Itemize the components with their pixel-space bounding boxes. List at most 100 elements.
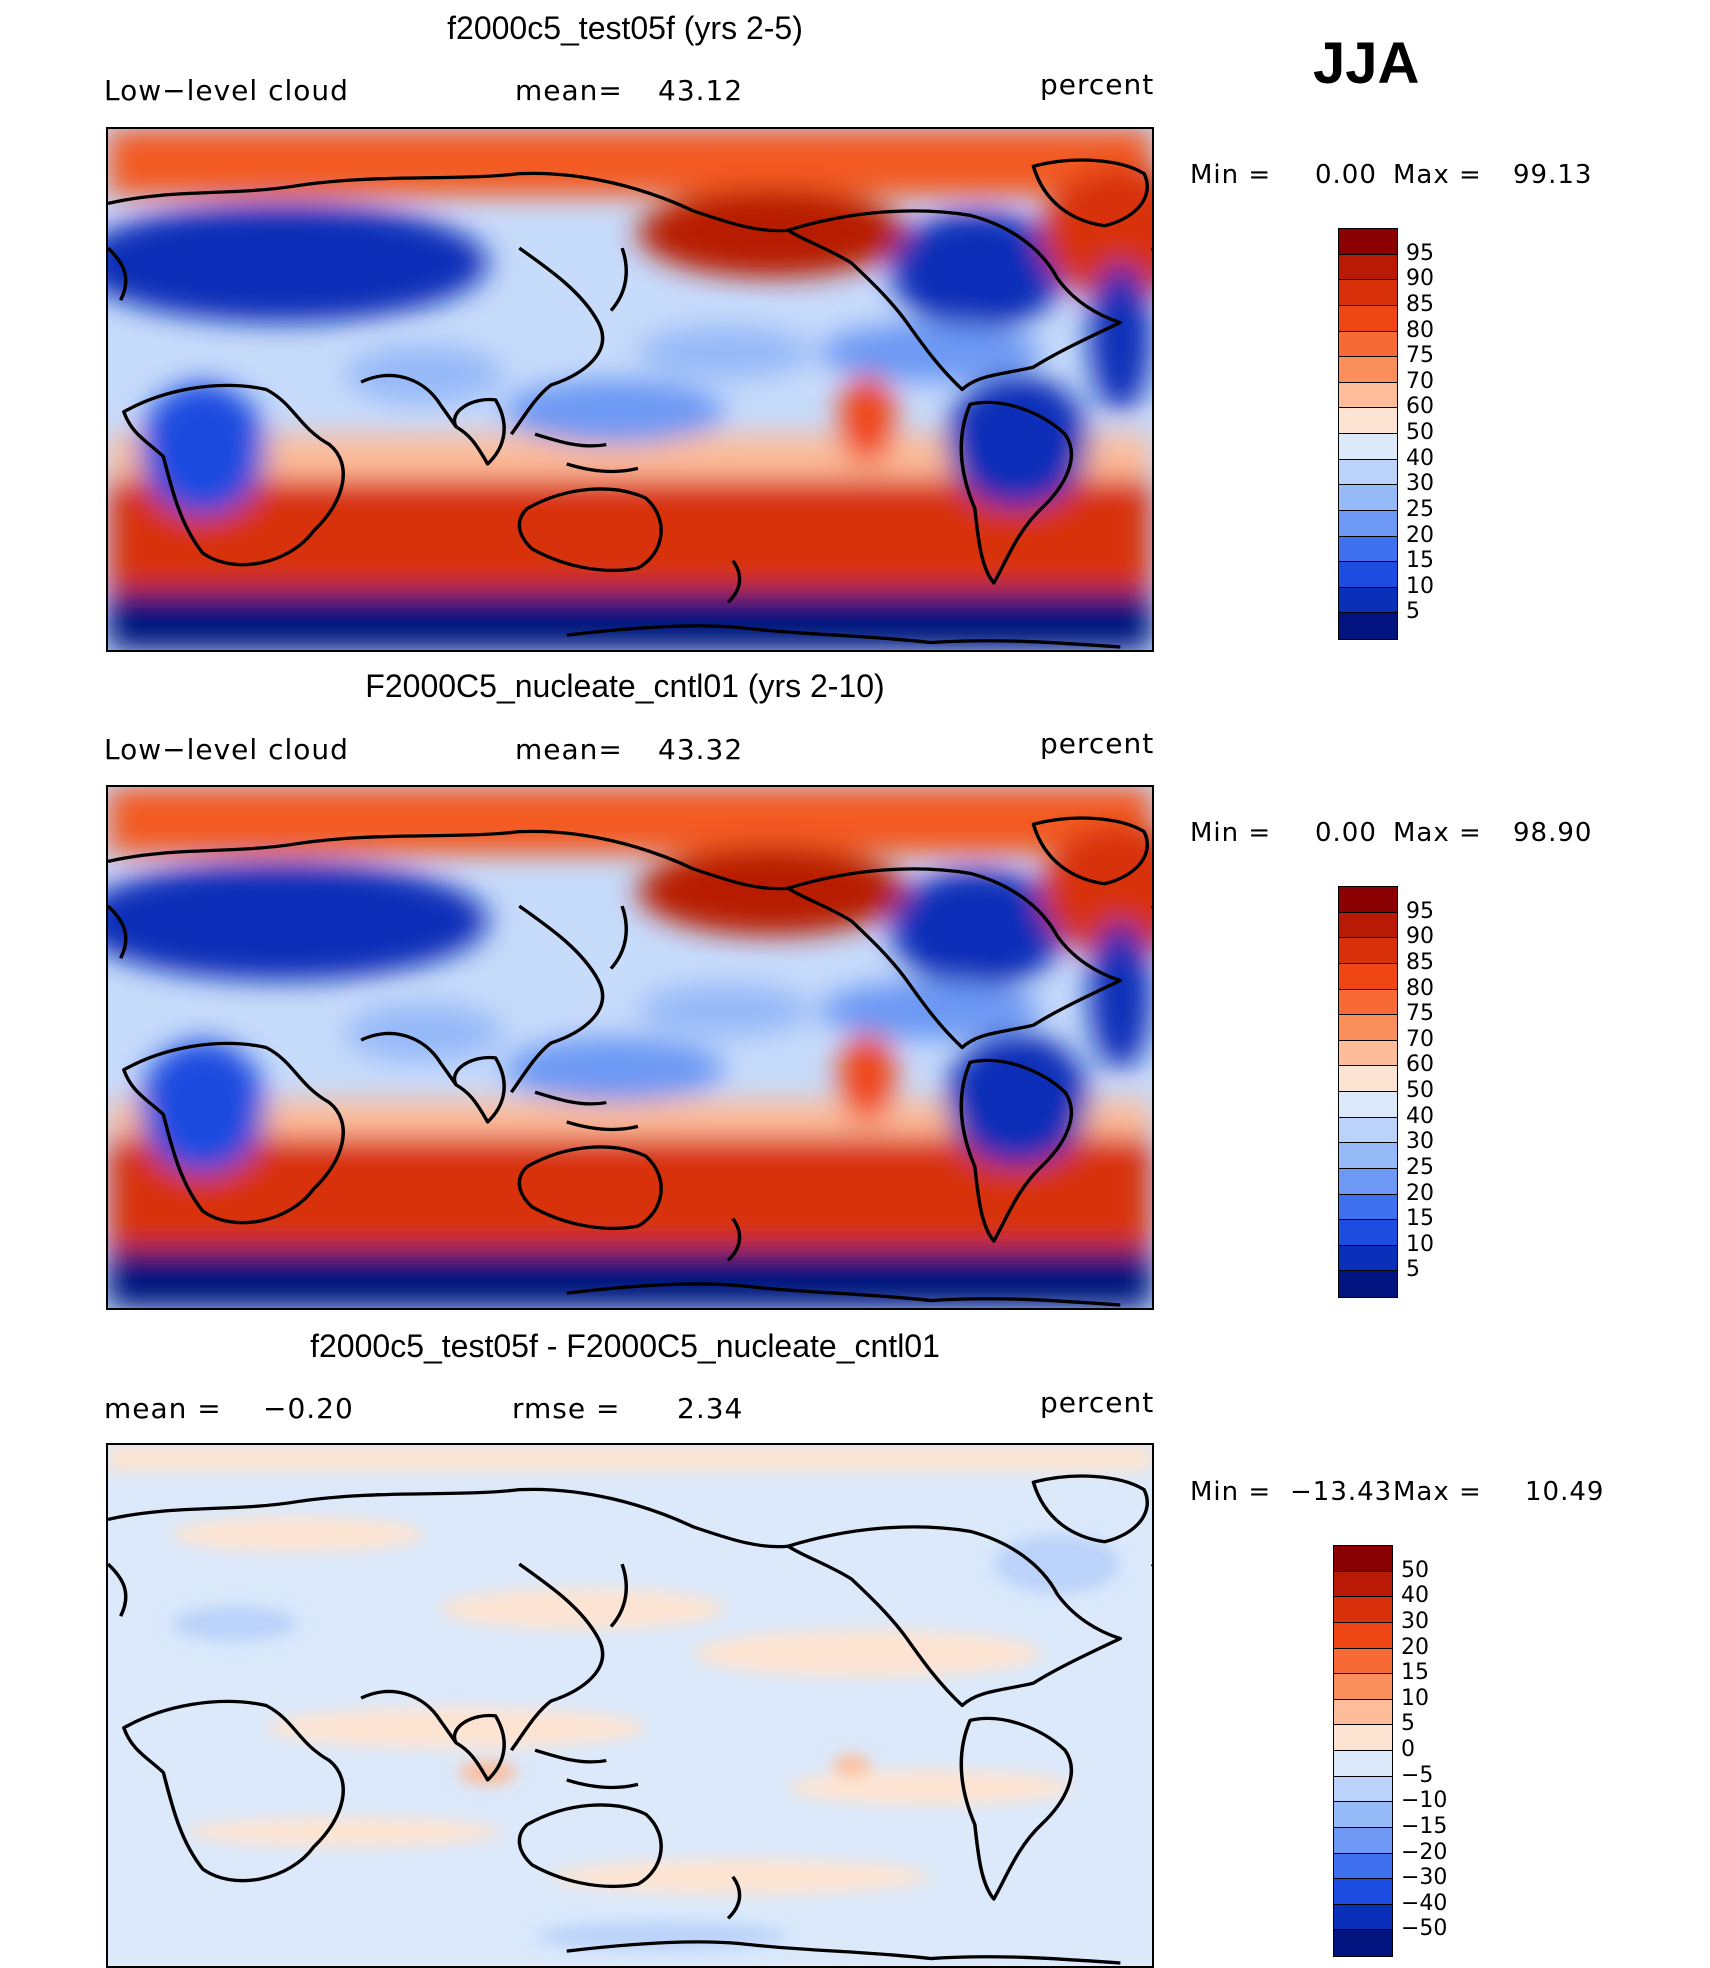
- colorbar-box: [1339, 1143, 1397, 1169]
- colorbar-box: [1334, 1725, 1392, 1751]
- colorbar-box: [1339, 912, 1397, 939]
- colorbar-tick-label: 10: [1406, 573, 1434, 599]
- colorbar-tick-label: 5: [1401, 1711, 1415, 1737]
- colorbar-box: [1334, 1674, 1392, 1700]
- season-label: JJA: [1313, 31, 1420, 96]
- panel2-variable-label: Low−level cloud: [104, 733, 349, 766]
- colorbar-box: [1339, 1092, 1397, 1118]
- panel2-min-label: Min =: [1190, 818, 1272, 848]
- panel2-title: F2000C5_nucleate_cntl01 (yrs 2-10): [365, 668, 885, 704]
- panel1-mean-label: mean=: [515, 74, 623, 107]
- colorbar-tick-label: 90: [1406, 266, 1434, 292]
- colorbar-tick-label: 85: [1406, 949, 1434, 975]
- colorbar-box: [1334, 1879, 1392, 1905]
- colorbar-tick-label: −5: [1401, 1762, 1434, 1788]
- colorbar-box: [1339, 1066, 1397, 1092]
- colorbar-tick-label: 25: [1406, 496, 1434, 522]
- colorbar-box: [1339, 485, 1397, 511]
- colorbar-tick-label: 10: [1406, 1231, 1434, 1257]
- colorbar-box: [1334, 1751, 1392, 1777]
- colorbar-tick-label: 20: [1406, 1180, 1434, 1206]
- colorbar-box: [1339, 280, 1397, 306]
- colorbar-box: [1334, 1597, 1392, 1623]
- colorbar-tick-label: 20: [1406, 522, 1434, 548]
- colorbar-box: [1334, 1853, 1392, 1880]
- panel1-min-label: Min =: [1190, 160, 1272, 190]
- colorbar-box: [1339, 229, 1397, 255]
- panel2-max-label: Max =: [1393, 818, 1482, 848]
- colorbar-box: [1339, 459, 1397, 486]
- colorbar-box: [1339, 1220, 1397, 1246]
- colorbar-tick-label: 5: [1406, 1257, 1420, 1283]
- colorbar-tick-label: 95: [1406, 898, 1434, 924]
- colorbar-box: [1339, 1015, 1397, 1041]
- colorbar-box: [1339, 1245, 1397, 1272]
- panel3-mean-value: −0.20: [263, 1392, 354, 1425]
- colorbar-tick-label: 10: [1401, 1685, 1429, 1711]
- panel2-units: percent: [1040, 727, 1155, 760]
- panel1-title: f2000c5_test05f (yrs 2-5): [447, 10, 803, 46]
- panel2-mean-label: mean=: [515, 733, 623, 766]
- colorbar-box: [1339, 1168, 1397, 1195]
- colorbar-tick-label: −50: [1401, 1916, 1448, 1942]
- colorbar-box: [1339, 536, 1397, 563]
- colorbar-box: [1339, 1117, 1397, 1144]
- colorbar-tick-label: 15: [1406, 548, 1434, 574]
- colorbar-tick-label: 0: [1401, 1737, 1415, 1762]
- colorbar-box: [1339, 963, 1397, 990]
- colorbar-tick-label: 70: [1406, 1026, 1434, 1052]
- colorbar-box: [1334, 1827, 1392, 1854]
- colorbar-box: [1334, 1648, 1392, 1675]
- colorbar-tick-label: 30: [1401, 1608, 1429, 1634]
- panel3-max-value: 10.49: [1525, 1477, 1605, 1507]
- colorbar-box: [1339, 989, 1397, 1016]
- panel3-mean-label: mean =: [104, 1392, 222, 1425]
- colorbar-tick-label: 50: [1406, 420, 1434, 445]
- colorbar-tick-label: 30: [1406, 471, 1434, 497]
- panel1-max-label: Max =: [1393, 160, 1482, 190]
- panel1-mean-value: 43.12: [658, 74, 744, 107]
- colorbar-tick-label: 40: [1406, 445, 1434, 471]
- panel3-rmse-label: rmse =: [512, 1392, 621, 1425]
- panel3-units: percent: [1040, 1386, 1155, 1419]
- colorbar-tick-label: 70: [1406, 368, 1434, 394]
- colorbar-tick-label: 40: [1406, 1103, 1434, 1129]
- panel1-map: [106, 127, 1154, 652]
- panel3-min-value: −13.43: [1290, 1477, 1393, 1507]
- colorbar-box: [1334, 1930, 1392, 1956]
- panel2-max-value: 98.90: [1513, 818, 1593, 848]
- colorbar-box: [1339, 510, 1397, 537]
- panel3-colorbar: [1333, 1545, 1393, 1957]
- panel1-min-value: 0.00: [1315, 160, 1377, 190]
- colorbar-tick-label: 80: [1406, 975, 1434, 1001]
- colorbar-tick-label: 50: [1401, 1557, 1429, 1583]
- colorbar-tick-label: 75: [1406, 1001, 1434, 1027]
- colorbar-tick-label: 80: [1406, 317, 1434, 343]
- panel2-colorbar: [1338, 886, 1398, 1298]
- colorbar-tick-label: −15: [1401, 1813, 1448, 1839]
- colorbar-tick-label: 30: [1406, 1129, 1434, 1155]
- colorbar-tick-label: −20: [1401, 1839, 1448, 1865]
- panel2-map: [106, 785, 1154, 1310]
- colorbar-tick-label: 60: [1406, 394, 1434, 420]
- colorbar-box: [1339, 562, 1397, 588]
- panel1-max-value: 99.13: [1513, 160, 1593, 190]
- colorbar-box: [1339, 382, 1397, 409]
- colorbar-box: [1339, 357, 1397, 383]
- colorbar-box: [1334, 1802, 1392, 1828]
- colorbar-box: [1334, 1904, 1392, 1931]
- panel1-variable-label: Low−level cloud: [104, 74, 349, 107]
- colorbar-tick-label: 15: [1406, 1206, 1434, 1232]
- panel3-map: [106, 1443, 1154, 1968]
- panel2-mean-value: 43.32: [658, 733, 744, 766]
- colorbar-tick-label: 90: [1406, 924, 1434, 950]
- panel3-max-label: Max =: [1393, 1477, 1482, 1507]
- panel1-units: percent: [1040, 68, 1155, 101]
- colorbar-tick-label: −10: [1401, 1788, 1448, 1814]
- colorbar-tick-label: 40: [1401, 1583, 1429, 1609]
- colorbar-box: [1339, 1194, 1397, 1221]
- colorbar-tick-label: 50: [1406, 1078, 1434, 1103]
- colorbar-box: [1339, 938, 1397, 964]
- colorbar-box: [1339, 331, 1397, 358]
- panel3-min-label: Min =: [1190, 1477, 1272, 1507]
